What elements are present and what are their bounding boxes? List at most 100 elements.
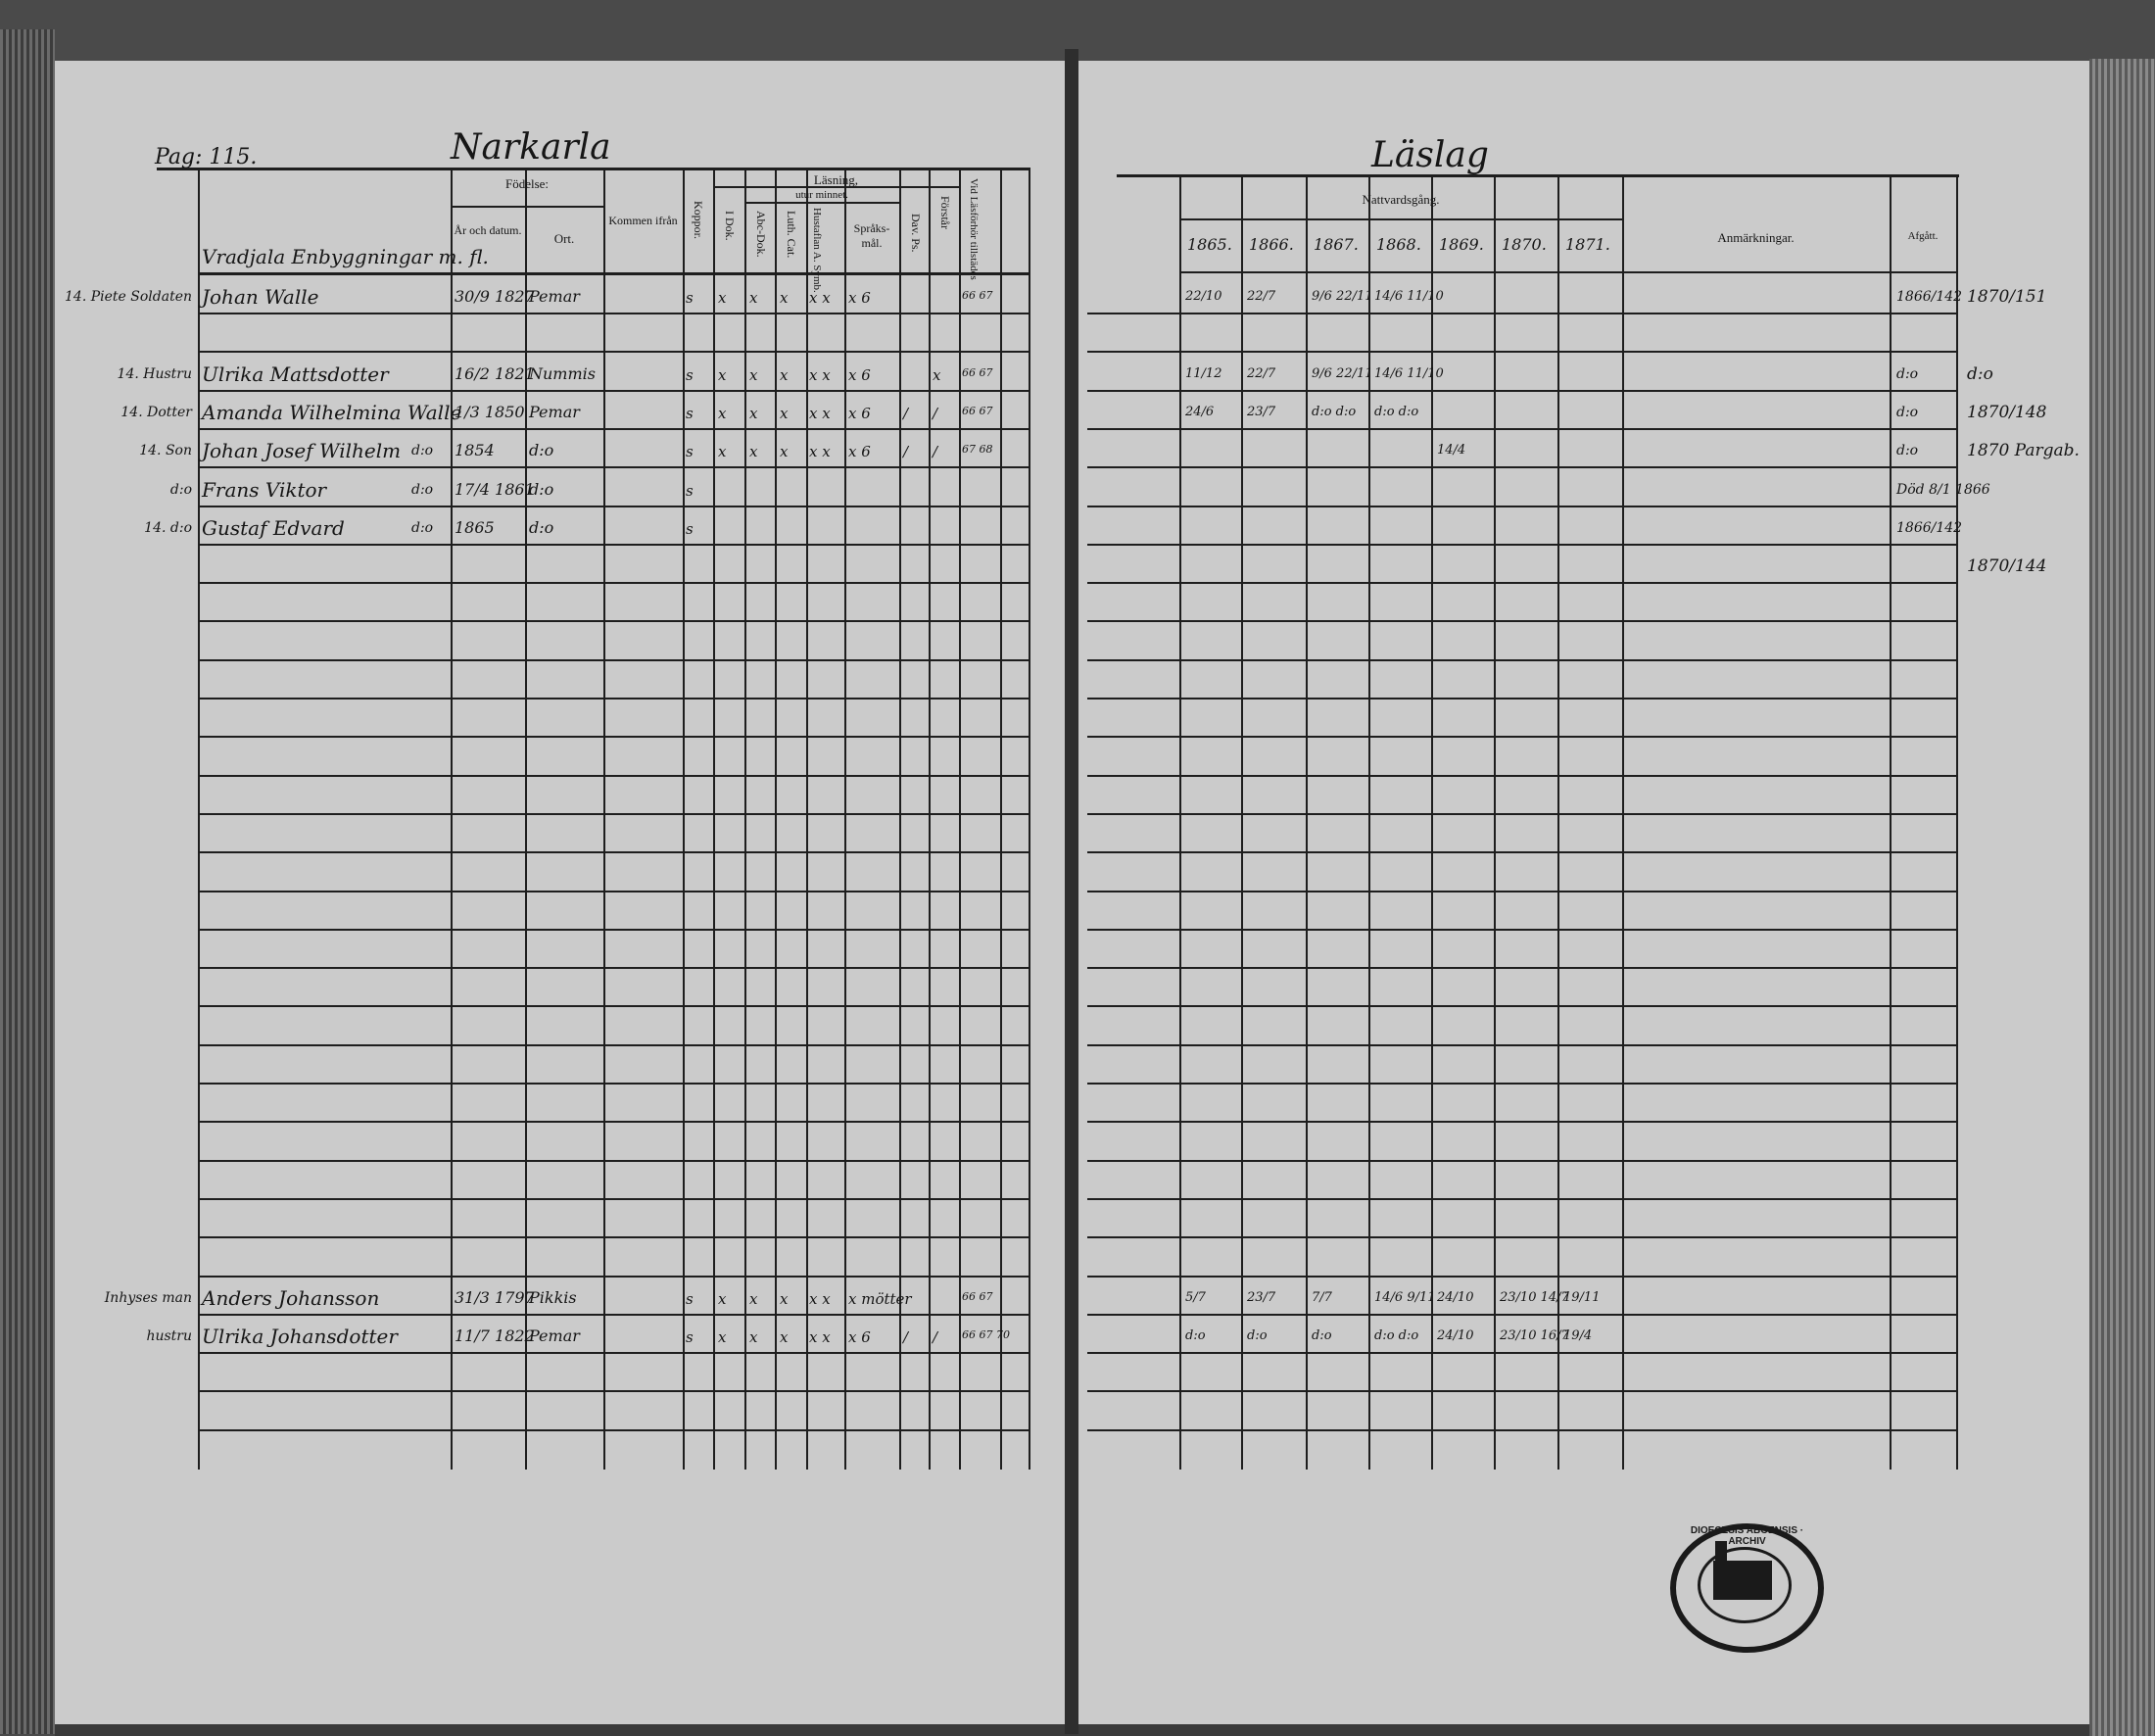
rule-line [1117,174,1959,177]
communion-date: d:o d:o [1374,405,1419,419]
communion-date: 19/4 [1563,1328,1593,1343]
entry-ditto: d:o [411,443,434,458]
rule-line [198,1198,1029,1200]
rule-line [198,506,1029,507]
rule-line [1087,466,1956,468]
entry-birth-place: d:o [529,441,554,459]
rule-line [713,168,715,1470]
rule-line [1890,174,1892,1470]
year-header: 1870. [1502,235,1547,254]
reading-mark: 67 68 [962,443,993,456]
rule-line [1087,736,1956,738]
rule-line [198,544,1029,546]
reading-mark: x [718,1328,727,1346]
reading-mark: s [686,482,694,500]
communion-date: 9/6 22/11 [1312,366,1373,381]
rule-line [198,168,200,1470]
rule-line [1368,174,1370,1470]
reading-mark: x 6 [848,366,871,384]
year-header: 1867. [1314,235,1359,254]
rule-line [1029,168,1030,1470]
rule-line [959,168,961,1470]
rule-line [1087,1044,1956,1046]
rule-line [1087,891,1956,892]
rule-line [1087,659,1956,661]
section-title: Läslag [1371,135,1489,175]
reading-mark: x [933,366,941,384]
book-edge-left [0,29,55,1734]
rule-line [775,168,777,1470]
afgatt-value: Död 8/1 1866 [1896,482,1990,498]
reading-mark: s [686,1290,694,1308]
communion-date: 23/7 [1247,1290,1276,1305]
communion-date: 9/6 22/11 [1312,289,1373,304]
book-gutter [1065,49,1078,1734]
communion-date: d:o [1247,1328,1268,1343]
header-ort: Ort. [553,231,575,246]
left-page [55,61,1065,1724]
rule-line [1557,174,1559,1470]
rule-line [1087,506,1956,507]
rule-line [198,1083,1029,1085]
rule-line [1087,1352,1956,1354]
rule-line [1179,271,1956,273]
header-lasning: Läsning, [813,172,859,187]
year-header: 1865. [1187,235,1232,254]
reading-mark: s [686,520,694,538]
rule-line [451,168,453,1470]
rule-line [1087,851,1956,853]
reading-mark: x [749,366,758,384]
communion-date: 19/11 [1563,1290,1601,1305]
communion-date: 23/10 14/7 [1500,1290,1569,1305]
rule-line [451,206,603,208]
year-header: 1871. [1565,235,1610,254]
entry-birth-date: 31/3 1797 [455,1288,535,1307]
margin-note: 1870/144 [1967,556,2047,576]
rule-line [198,1276,1029,1278]
reading-mark: x [780,1290,789,1308]
rule-line [1087,1429,1956,1431]
reading-mark: x [780,366,789,384]
reading-mark: 66 67 [962,366,993,379]
rule-line [198,1121,1029,1123]
reading-mark: x [749,289,758,307]
rule-line [198,428,1029,430]
reading-mark: x x [809,366,831,384]
entry-name: Johan Walle [202,285,319,309]
header-nattvardsgang: Nattvardsgång. [1362,192,1440,207]
reading-mark: x 6 [848,289,871,307]
header-ar-datum: År och datum. [454,223,522,237]
entry-ditto: d:o [411,482,434,498]
afgatt-value: 1866/142 [1896,289,1963,305]
communion-date: 14/6 11/10 [1374,289,1444,304]
reading-mark: x [780,405,789,422]
year-header: 1869. [1439,235,1484,254]
rule-line [1087,967,1956,969]
communion-date: 7/7 [1312,1290,1332,1305]
reading-mark: x x [809,1290,831,1308]
entry-birth-place: Pemar [529,1326,580,1345]
rule-line [1179,218,1622,220]
margin-note: d:o [1967,364,1993,384]
communion-date: 22/7 [1247,366,1276,381]
communion-date: 22/7 [1247,289,1276,304]
rule-line [198,620,1029,622]
header-vid-lasforhor: Vid Läsförhör tillstädes [968,178,980,280]
entry-prefix: d:o [169,482,192,498]
header-koppor: Koppor. [692,201,705,239]
entry-prefix: 14. Hustru [117,366,192,382]
entry-birth-date: 17/4 1861 [455,480,535,499]
rule-line [1087,698,1956,699]
entry-name: Frans Viktor [202,478,327,502]
rule-line [683,168,685,1470]
rule-line [198,1390,1029,1392]
afgatt-value: d:o [1896,405,1919,420]
reading-mark: x x [809,1328,831,1346]
rule-line [1087,1390,1956,1392]
entry-ditto: d:o [411,520,434,536]
rule-line [198,582,1029,584]
rule-line [198,313,1029,314]
rule-line [1494,174,1496,1470]
entry-name: Ulrika Mattsdotter [202,362,389,386]
rule-line [1087,813,1956,815]
